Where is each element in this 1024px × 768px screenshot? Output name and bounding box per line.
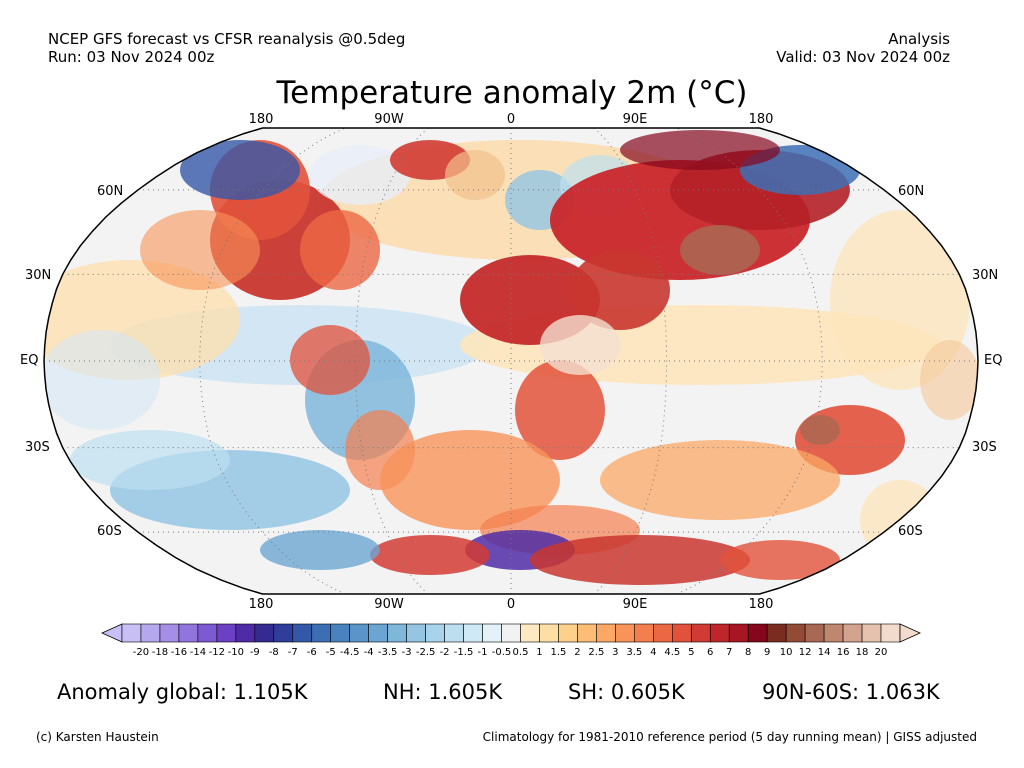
copyright: (c) Karsten Haustein	[36, 730, 159, 744]
anomaly-region	[830, 210, 970, 390]
anomaly-region	[540, 315, 620, 375]
graticule	[44, 128, 978, 594]
sh-anomaly: SH: 0.605K	[568, 680, 685, 704]
map-outline	[43, 127, 979, 595]
anomaly-region	[290, 325, 370, 395]
anomaly-region	[920, 340, 978, 420]
anomaly-region	[140, 210, 260, 290]
anomaly-region	[720, 540, 840, 580]
lat-label-right-60n: 60N	[898, 184, 925, 199]
anomaly-region	[310, 145, 410, 205]
anomaly-region	[300, 210, 380, 290]
longitude-line	[354, 128, 429, 594]
lat-label-left-60n: 60N	[97, 184, 124, 199]
lat-label-left-eq: EQ	[20, 353, 39, 368]
anomaly-region	[600, 440, 840, 520]
valid-time: Valid: 03 Nov 2024 00z	[776, 48, 950, 66]
global-anomaly: Anomaly global: 1.105K	[57, 680, 308, 704]
lon-label-bottom-180w: 180	[248, 597, 274, 612]
climatology-note: Climatology for 1981-2010 reference peri…	[482, 730, 977, 744]
model-description: NCEP GFS forecast vs CFSR reanalysis @0.…	[48, 30, 406, 48]
map-title: Temperature anomaly 2m (°C)	[276, 75, 748, 111]
lat-label-left-60s: 60S	[97, 524, 122, 539]
anomaly-region	[260, 530, 380, 570]
anomaly-region	[570, 250, 670, 330]
anomaly-region	[530, 535, 750, 585]
lat-label-right-eq: EQ	[984, 353, 1003, 368]
anomaly-region	[380, 430, 560, 530]
lon-label-top-0: 0	[506, 112, 516, 127]
anomaly-region	[44, 330, 160, 430]
lon-label-bottom-0: 0	[506, 597, 516, 612]
run-time: Run: 03 Nov 2024 00z	[48, 48, 215, 66]
analysis-label: Analysis	[888, 30, 950, 48]
anomaly-region	[180, 140, 300, 200]
anomaly-region	[515, 360, 605, 460]
lat-label-right-30n: 30N	[972, 268, 999, 283]
lat-label-left-30s: 30S	[25, 440, 50, 455]
anomaly-region	[680, 225, 760, 275]
lon-label-top-90w: 90W	[374, 112, 404, 127]
anomaly-region	[620, 130, 780, 170]
lat-label-left-30n: 30N	[25, 268, 52, 283]
anomaly-region	[445, 150, 505, 200]
lat-label-right-30s: 30S	[972, 440, 997, 455]
longitude-line	[593, 128, 668, 594]
nh-anomaly: NH: 1.605K	[383, 680, 503, 704]
lon-label-top-180w: 180	[248, 112, 274, 127]
anomaly-region	[370, 535, 490, 575]
lon-label-bottom-90w: 90W	[374, 597, 404, 612]
lon-label-top-90e: 90E	[622, 112, 648, 127]
lon-label-bottom-180e: 180	[748, 597, 774, 612]
lon-label-top-180e: 180	[748, 112, 774, 127]
arctic-anomaly: 90N-60S: 1.063K	[762, 680, 940, 704]
lon-label-bottom-90e: 90E	[622, 597, 648, 612]
anomaly-region	[70, 430, 230, 490]
lat-label-right-60s: 60S	[898, 524, 923, 539]
anomaly-field	[44, 130, 978, 585]
anomaly-region	[800, 415, 840, 445]
